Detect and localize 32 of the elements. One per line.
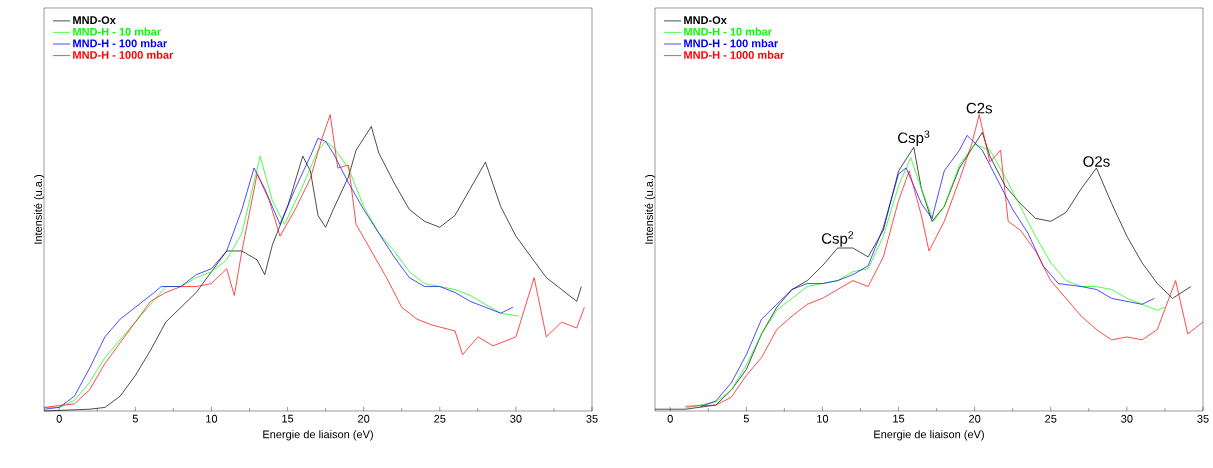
x-axis-title: Energie de liaison (eV) [874,430,984,441]
x-tick-label: 15 [893,414,905,423]
x-tick-label: 5 [743,414,749,423]
x-tick-label: 35 [586,414,598,423]
x-tick-label: 30 [510,414,522,423]
legend-label: MND-H - 10 mbar [73,27,161,36]
x-tick-label: 20 [358,414,370,423]
legend-label: MND-H - 1000 mbar [73,50,174,59]
annotation: O2s [1083,156,1110,167]
legend-label: MND-H - 100 mbar [73,39,168,48]
legend-label: MND-Ox [73,16,116,25]
x-tick-label: 5 [132,414,138,423]
x-tick-label: 10 [817,414,829,423]
annotation: C2s [966,102,993,114]
x-tick-label: 25 [434,414,446,423]
y-axis-title: Intensité (u.a.) [644,175,656,244]
x-tick-label: 0 [56,414,62,423]
x-tick-label: 20 [969,414,981,423]
x-tick-label: 25 [1045,414,1057,423]
x-tick-label: 15 [282,414,294,423]
annotation: Csp$^{3}$ [898,130,930,147]
legend-label: MND-H - 10 mbar [684,27,772,36]
x-axis-title: Energie de liaison (eV) [263,430,373,441]
y-axis-title: Intensité (u.a.) [33,175,45,244]
legend-label: MND-Ox [684,16,727,25]
x-tick-label: 30 [1121,414,1133,423]
legend-label: MND-H - 100 mbar [684,39,778,48]
x-tick-label: 0 [667,414,673,423]
x-tick-label: 10 [206,414,218,423]
legend-label: MND-H - 1000 mbar [684,50,785,59]
annotation: Csp$^{2}$ [821,231,854,247]
x-tick-label: 35 [1197,414,1209,423]
